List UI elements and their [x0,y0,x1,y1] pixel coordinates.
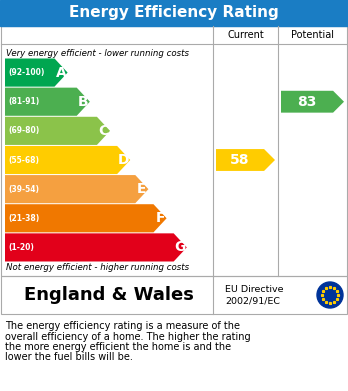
Text: (55-68): (55-68) [8,156,39,165]
Text: 58: 58 [230,153,250,167]
Text: (81-91): (81-91) [8,97,39,106]
Text: Potential: Potential [291,30,334,40]
Text: B: B [78,95,89,109]
Polygon shape [5,233,187,262]
Polygon shape [5,204,167,232]
Text: lower the fuel bills will be.: lower the fuel bills will be. [5,353,133,362]
Text: (21-38): (21-38) [8,214,39,223]
Text: A: A [56,66,66,80]
Polygon shape [5,146,130,174]
Text: EU Directive
2002/91/EC: EU Directive 2002/91/EC [225,285,284,305]
Text: (39-54): (39-54) [8,185,39,194]
Text: Not energy efficient - higher running costs: Not energy efficient - higher running co… [6,262,189,271]
Text: (69-80): (69-80) [8,126,39,135]
Polygon shape [5,59,68,87]
Text: F: F [155,211,165,225]
Text: Very energy efficient - lower running costs: Very energy efficient - lower running co… [6,50,189,59]
Text: Current: Current [227,30,264,40]
Polygon shape [5,117,110,145]
Text: 83: 83 [297,95,317,109]
Text: (92-100): (92-100) [8,68,45,77]
Polygon shape [216,149,275,171]
Text: The energy efficiency rating is a measure of the: The energy efficiency rating is a measur… [5,321,240,331]
Text: C: C [98,124,109,138]
Text: D: D [118,153,129,167]
Text: the more energy efficient the home is and the: the more energy efficient the home is an… [5,342,231,352]
Text: overall efficiency of a home. The higher the rating: overall efficiency of a home. The higher… [5,332,251,341]
Text: (1-20): (1-20) [8,243,34,252]
Polygon shape [5,175,148,203]
Bar [0,0,348,26]
Circle shape [317,282,343,308]
Bar [1,26,347,276]
Text: England & Wales: England & Wales [24,286,193,304]
Text: Energy Efficiency Rating: Energy Efficiency Rating [69,5,279,20]
Bar [2,276,346,314]
Polygon shape [5,88,90,116]
Bar [1,276,347,314]
Text: E: E [137,182,147,196]
Text: G: G [175,240,186,255]
Polygon shape [281,91,344,113]
